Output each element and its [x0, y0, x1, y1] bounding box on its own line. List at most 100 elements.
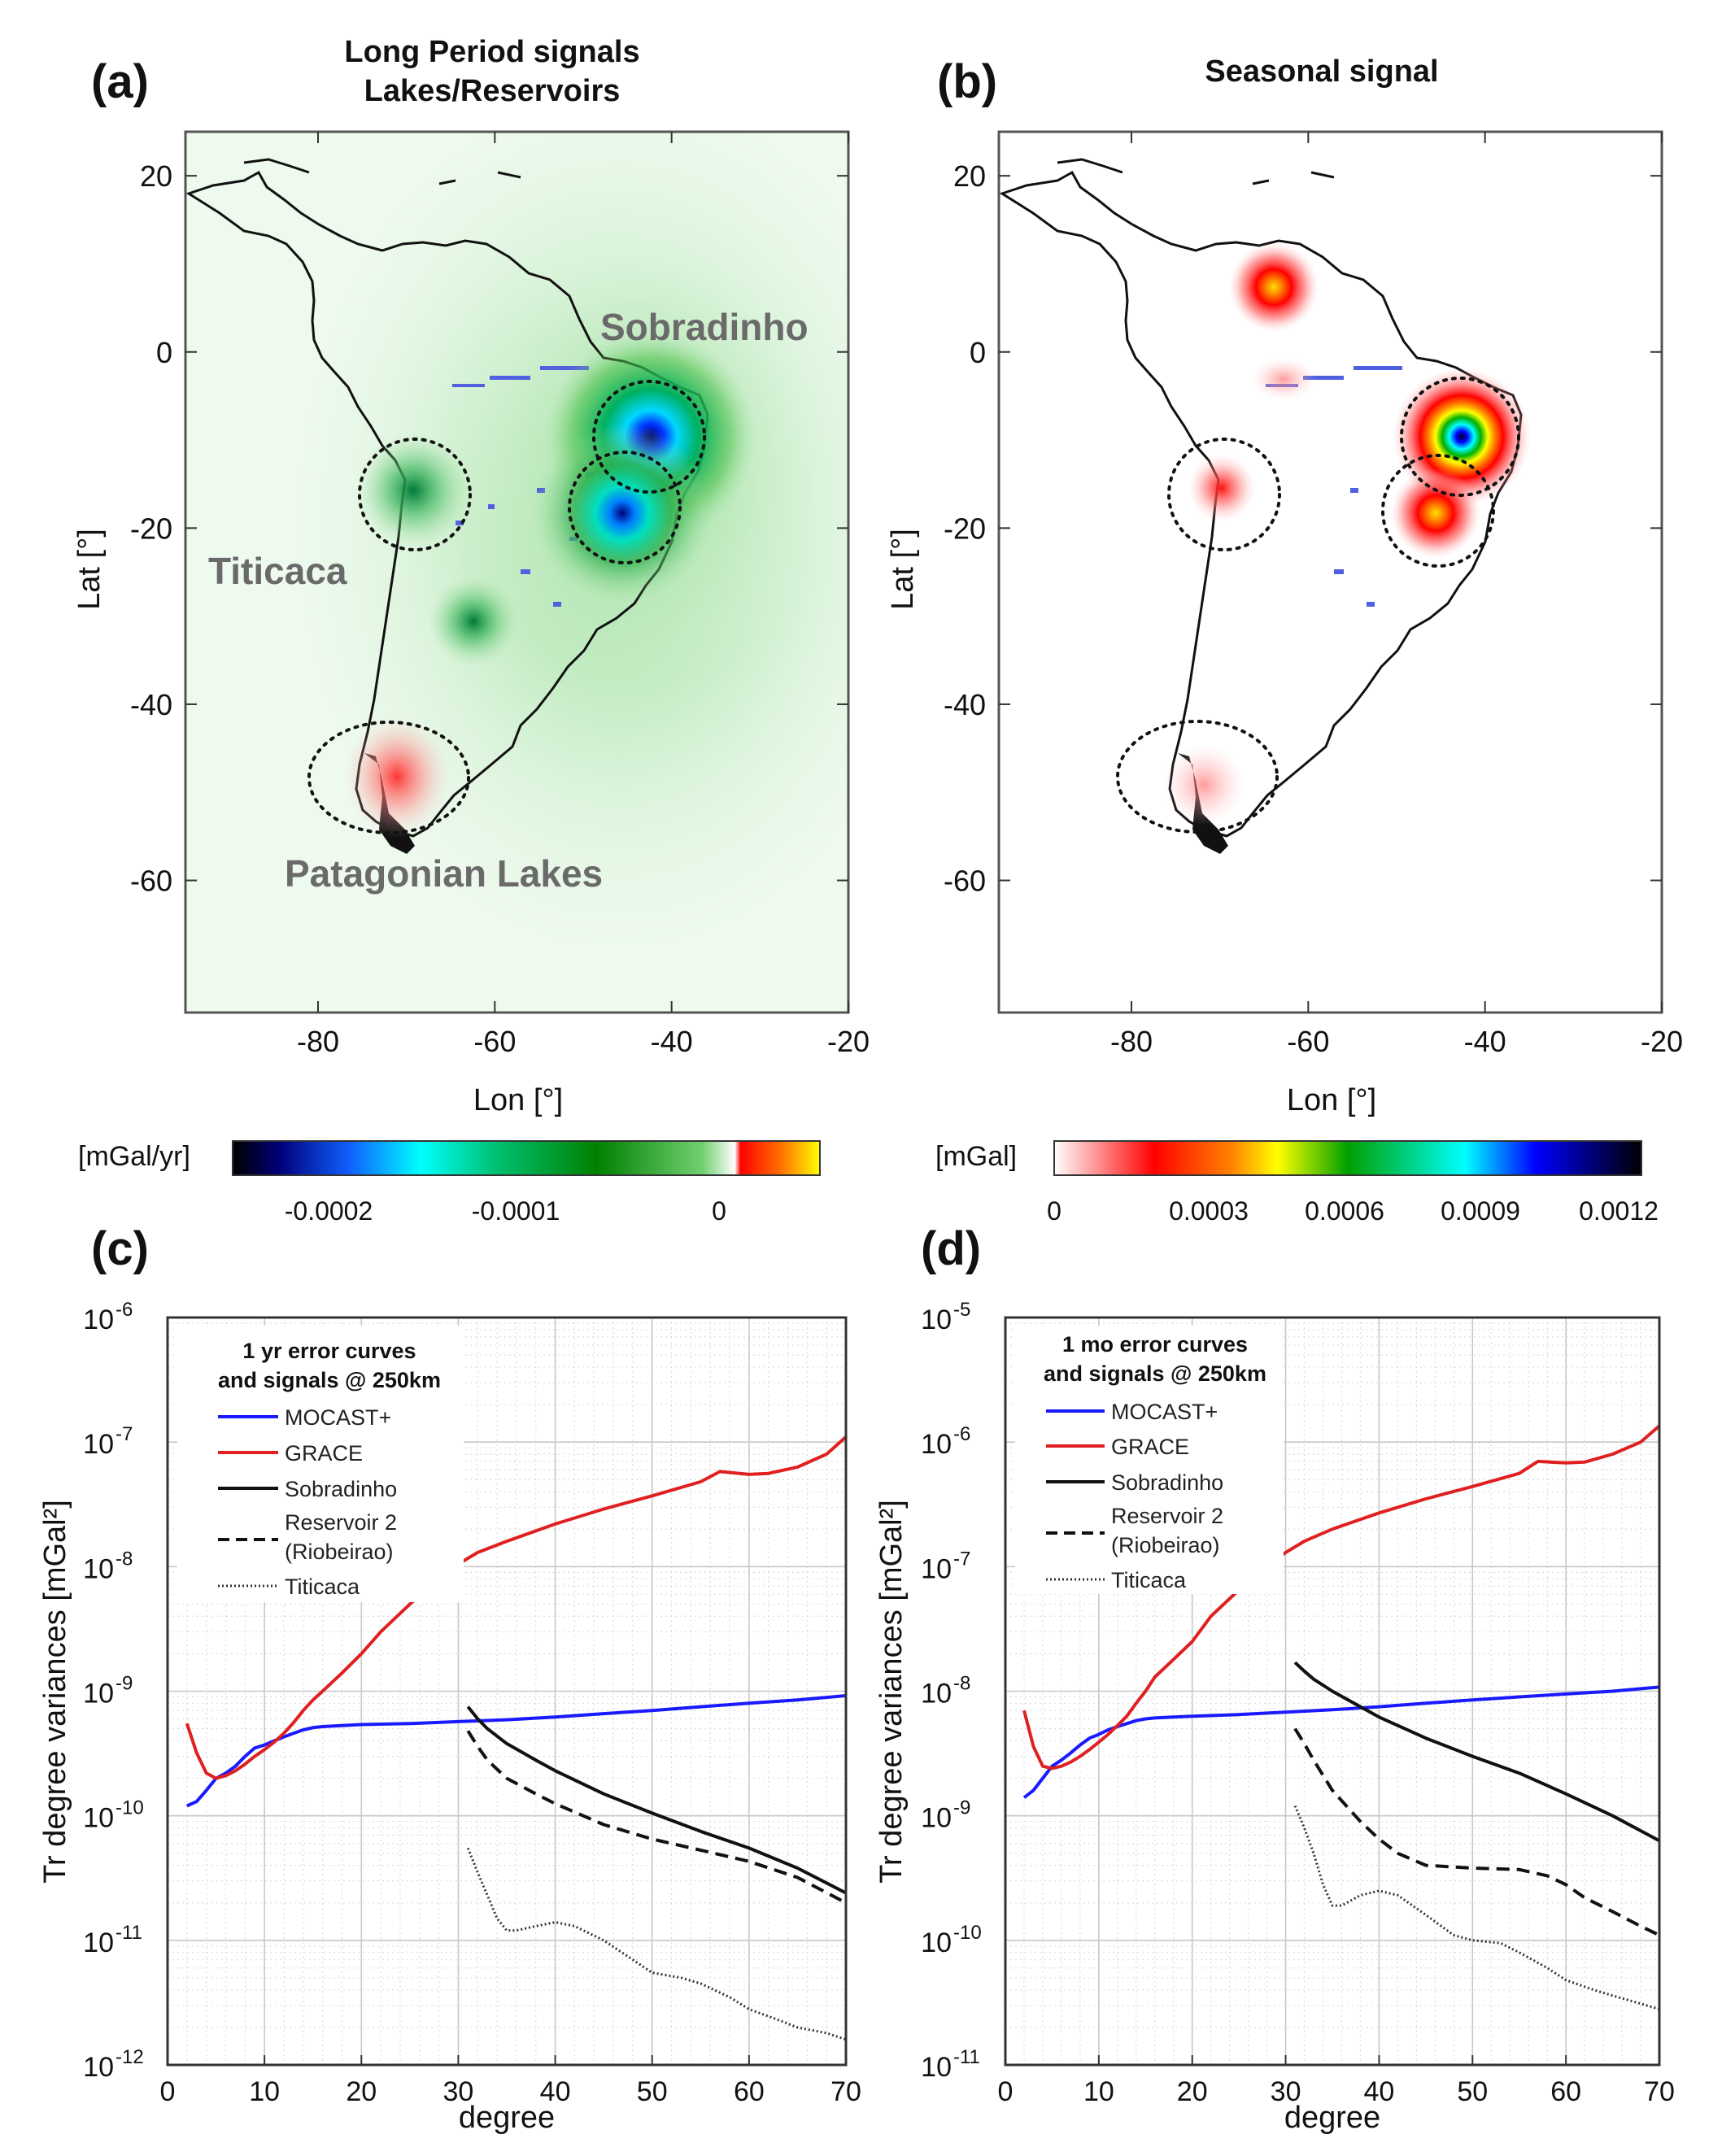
y-tick-exponent: -8 — [953, 1673, 970, 1695]
blob-patagonia-a — [344, 716, 450, 838]
legend-d-entry-sobradinho: Sobradinho — [1111, 1470, 1223, 1495]
map-a-ticks: -80 -60 -40 -20 20 0 -20 -40 -60 — [130, 132, 870, 1058]
x-tick-label: 70 — [1644, 2076, 1675, 2107]
y-tick-exponent: -6 — [116, 1299, 133, 1321]
map-b-ticks: -80 -60 -40 -20 20 0 -20 -40 -60 — [944, 132, 1683, 1058]
map-a-xlabel: Lon [°] — [473, 1083, 563, 1117]
x-tick-label: -20 — [827, 1025, 870, 1058]
series-mocast — [1022, 1685, 1659, 1799]
x-tick-label: 50 — [1457, 2076, 1488, 2107]
panel-d-label: (d) — [921, 1222, 981, 1275]
legend-d-entry-riobeirao: (Riobeirao) — [1111, 1533, 1220, 1557]
y-tick-label: 10 — [921, 1927, 952, 1958]
x-tick-label: -40 — [651, 1025, 693, 1058]
y-tick-label: -20 — [130, 512, 172, 545]
x-tick-label: -80 — [297, 1025, 339, 1058]
legend-d-box — [1015, 1326, 1284, 1594]
legend-d-entry-reservoir2: Reservoir 2 — [1111, 1504, 1223, 1528]
colorbar-b-tick-2: 0.0003 — [1169, 1196, 1249, 1226]
x-tick-label: 10 — [1083, 2076, 1114, 2107]
x-tick-label: 0 — [998, 2076, 1014, 2107]
y-tick-exponent: -12 — [116, 2046, 144, 2068]
series-grace — [1022, 1424, 1659, 1771]
blob-reservoir2-b — [1391, 468, 1480, 558]
y-tick-exponent: -11 — [953, 2046, 980, 2068]
map-b-dotted-circles — [1116, 377, 1520, 834]
legend-c-entry-sobradinho: Sobradinho — [285, 1477, 397, 1501]
colorbar-b-tick-5: 0.0012 — [1579, 1196, 1659, 1226]
series-reservoir-2-riobeirao — [466, 1730, 846, 1905]
map-a-caribbean — [243, 158, 521, 185]
colorbar-a — [232, 1140, 821, 1176]
y-tick-label: 10 — [83, 1679, 114, 1710]
legend-c-entry-reservoir2: Reservoir 2 — [285, 1510, 397, 1535]
y-tick-label: 10 — [921, 1304, 952, 1335]
legend-d-title-1: 1 mo error curves — [1062, 1332, 1248, 1357]
series-titicaca — [466, 1847, 846, 2041]
legend-c-entry-titicaca: Titicaca — [285, 1575, 360, 1599]
x-tick-label: 20 — [346, 2076, 377, 2107]
x-tick-label: -80 — [1110, 1025, 1153, 1058]
x-tick-label: 60 — [1550, 2076, 1581, 2107]
y-tick-label: 10 — [921, 1679, 952, 1710]
panel-b-title: Seasonal signal — [1205, 54, 1438, 89]
y-tick-label: 0 — [156, 336, 172, 369]
map-a-frame — [184, 130, 850, 1014]
legend-c-entry-riobeirao: (Riobeirao) — [285, 1540, 394, 1564]
y-tick-label: 20 — [140, 159, 172, 193]
y-tick-exponent: -10 — [116, 1797, 144, 1819]
blob-unlabeled-b — [1251, 358, 1316, 400]
blob-titicaca-a — [356, 433, 470, 547]
map-b-caribbean — [1057, 158, 1335, 185]
plot-c-frame — [166, 1316, 848, 2067]
x-tick-label: 30 — [1271, 2076, 1301, 2107]
colorbar-a-unit: [mGal/yr] — [78, 1141, 190, 1172]
legend-c: 1 yr error curves and signals @ 250km MO… — [177, 1326, 464, 1602]
colorbar-b — [1053, 1140, 1642, 1176]
plot-d-xlabel: degree — [1284, 2101, 1380, 2135]
series-reservoir-2-riobeirao — [1293, 1727, 1659, 1937]
y-tick-label: -20 — [944, 512, 986, 545]
plot-d-lines — [1022, 1424, 1659, 2010]
blob-reservoir2-a — [533, 424, 712, 603]
y-tick-label: 10 — [83, 1553, 114, 1584]
panel-a-title-line2: Lakes/Reservoirs — [364, 74, 621, 108]
plot-c-ylabel: Tr degree variances [mGal²] — [38, 1500, 72, 1884]
panel-a: (a) Long Period signals Lakes/Reservoirs — [72, 35, 870, 1226]
x-tick-label: 60 — [734, 2076, 765, 2107]
y-tick-exponent: -7 — [116, 1423, 133, 1445]
blob-titicaca-b — [1188, 454, 1256, 522]
map-b — [999, 132, 1662, 1013]
map-b-xlabel: Lon [°] — [1287, 1083, 1376, 1117]
colorbar-b-tick-4: 0.0009 — [1441, 1196, 1520, 1226]
y-tick-label: 10 — [921, 1553, 952, 1584]
x-tick-label: 50 — [637, 2076, 668, 2107]
y-tick-label: 10 — [921, 2052, 952, 2083]
y-tick-label: -40 — [944, 688, 986, 721]
plot-d-grid — [1005, 1318, 1659, 2065]
y-tick-exponent: -8 — [116, 1548, 133, 1570]
x-tick-label: -60 — [1287, 1025, 1329, 1058]
blob-unlabeled-a — [429, 577, 518, 666]
x-tick-label: 70 — [830, 2076, 861, 2107]
x-tick-label: 40 — [540, 2076, 571, 2107]
colorbar-b-unit: [mGal] — [935, 1141, 1017, 1172]
panel-a-title-line1: Long Period signals — [344, 35, 639, 69]
legend-d: 1 mo error curves and signals @ 250km MO… — [1015, 1326, 1284, 1594]
x-tick-label: -20 — [1641, 1025, 1683, 1058]
map-a: Sobradinho Titicaca Patagonian Lakes — [185, 132, 848, 1013]
y-tick-label: -60 — [944, 865, 986, 898]
y-tick-label: -40 — [130, 688, 172, 721]
y-tick-label: 10 — [921, 1429, 952, 1460]
y-tick-exponent: -5 — [953, 1299, 970, 1321]
colorbar-a-tick-3: 0 — [712, 1196, 726, 1226]
series-sobradinho — [1293, 1661, 1659, 1843]
y-tick-exponent: -10 — [953, 1922, 982, 1944]
y-tick-label: 20 — [953, 159, 986, 193]
legend-d-entry-grace: GRACE — [1111, 1435, 1189, 1459]
y-tick-exponent: -11 — [116, 1922, 142, 1944]
y-tick-label: 0 — [970, 336, 986, 369]
